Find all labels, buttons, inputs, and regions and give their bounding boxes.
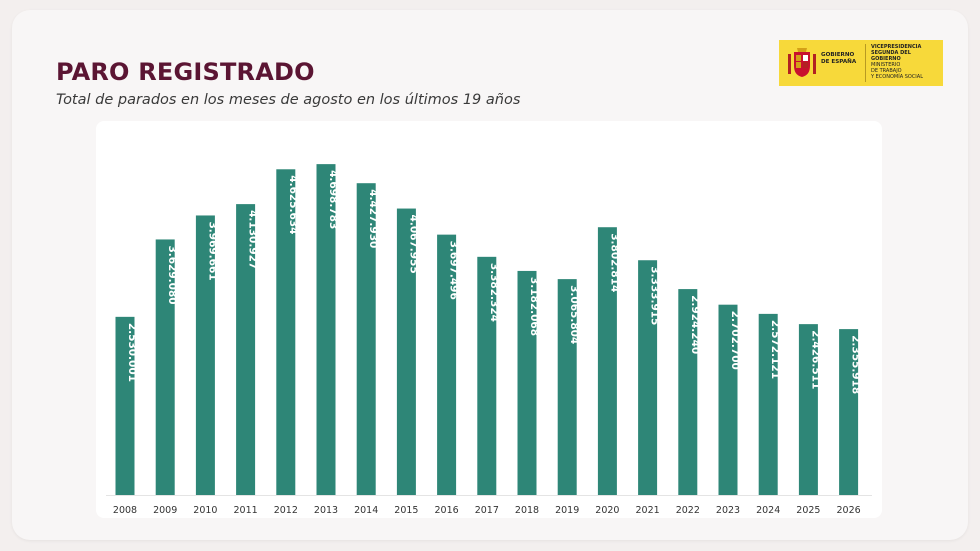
page-title: PARO REGISTRADO — [56, 58, 315, 86]
x-tick-2011: 2011 — [234, 505, 258, 516]
x-tick-2023: 2023 — [716, 505, 740, 516]
data-label-2023: 2.702.700 — [729, 311, 741, 370]
x-tick-2016: 2016 — [435, 505, 459, 516]
data-label-2018: 3.182.068 — [528, 277, 540, 336]
x-tick-2012: 2012 — [274, 505, 298, 516]
x-tick-2008: 2008 — [113, 505, 137, 516]
x-tick-2009: 2009 — [153, 505, 177, 516]
x-tick-2026: 2026 — [837, 505, 861, 516]
bar-2012 — [276, 169, 296, 496]
gobierno-text: GOBIERNO DE ESPAÑA — [821, 52, 857, 65]
slide-background: PARO REGISTRADO Total de parados en los … — [12, 10, 968, 540]
x-tick-2024: 2024 — [756, 505, 780, 516]
bar-2025 — [798, 324, 818, 495]
x-tick-2010: 2010 — [193, 505, 217, 516]
data-label-2019: 3.065.804 — [568, 285, 580, 344]
data-label-2010: 3.969.661 — [206, 221, 218, 280]
x-tick-2020: 2020 — [595, 505, 619, 516]
x-tick-2018: 2018 — [515, 505, 539, 516]
data-label-2020: 3.802.814 — [608, 233, 620, 292]
data-label-2026: 2.355.918 — [850, 335, 862, 394]
bar-chart: 2.530.001 2008 3.629.080 2009 3.969.661 2010 4… — [106, 164, 872, 516]
bar-2019 — [557, 279, 577, 495]
x-tick-2019: 2019 — [555, 505, 579, 516]
bar-2022 — [678, 289, 698, 495]
bar-2024 — [758, 313, 778, 495]
data-label-2022: 2.924.240 — [689, 295, 701, 354]
x-tick-2013: 2013 — [314, 505, 338, 516]
data-label-2016: 3.697.496 — [448, 241, 460, 300]
bar-2009 — [155, 239, 175, 495]
bar-2026 — [839, 329, 859, 495]
coat-of-arms-icon — [788, 48, 816, 77]
data-label-2012: 4.625.634 — [287, 175, 299, 234]
data-label-2021: 3.333.915 — [649, 266, 661, 325]
data-label-2014: 4.427.930 — [367, 189, 379, 248]
bar-2010 — [195, 215, 215, 495]
page-subtitle: Total de parados en los meses de agosto … — [56, 92, 521, 108]
bar-2021 — [638, 260, 658, 495]
x-tick-2025: 2025 — [796, 505, 820, 516]
logo-divider — [865, 44, 866, 82]
x-tick-2017: 2017 — [475, 505, 499, 516]
vicepresidencia-text: VICEPRESIDENCIA SEGUNDA DEL GOBIERNO — [871, 44, 922, 62]
government-logo: GOBIERNO DE ESPAÑA VICEPRESIDENCIA SEGUN… — [779, 40, 943, 86]
bar-2017 — [477, 256, 497, 495]
bar-2014 — [356, 183, 376, 495]
chart-panel: 2.530.001 2008 3.629.080 2009 3.969.661 2010 4… — [96, 121, 882, 518]
ministerio-text: MINISTERIO DE TRABAJO Y ECONOMÍA SOCIAL — [871, 62, 923, 80]
x-tick-2014: 2014 — [354, 505, 378, 516]
x-tick-2015: 2015 — [394, 505, 418, 516]
bar-2023 — [718, 304, 738, 495]
data-label-2017: 3.382.324 — [488, 263, 500, 322]
data-label-2024: 2.572.121 — [769, 320, 781, 379]
data-label-2008: 2.530.001 — [126, 323, 138, 382]
x-tick-2022: 2022 — [676, 505, 700, 516]
data-label-2013: 4.698.783 — [327, 170, 339, 229]
bar-2013 — [316, 164, 336, 495]
bar-2015 — [396, 208, 416, 496]
bar-2011 — [236, 204, 256, 495]
bar-2008 — [115, 316, 135, 495]
x-tick-2021: 2021 — [636, 505, 660, 516]
bar-2020 — [597, 227, 617, 495]
data-label-2011: 4.130.927 — [247, 210, 259, 269]
bar-2016 — [437, 234, 457, 496]
data-label-2009: 3.629.080 — [166, 245, 178, 304]
bar-2018 — [517, 270, 537, 495]
data-label-2025: 2.426.511 — [809, 330, 821, 389]
data-label-2015: 4.067.955 — [407, 215, 419, 274]
